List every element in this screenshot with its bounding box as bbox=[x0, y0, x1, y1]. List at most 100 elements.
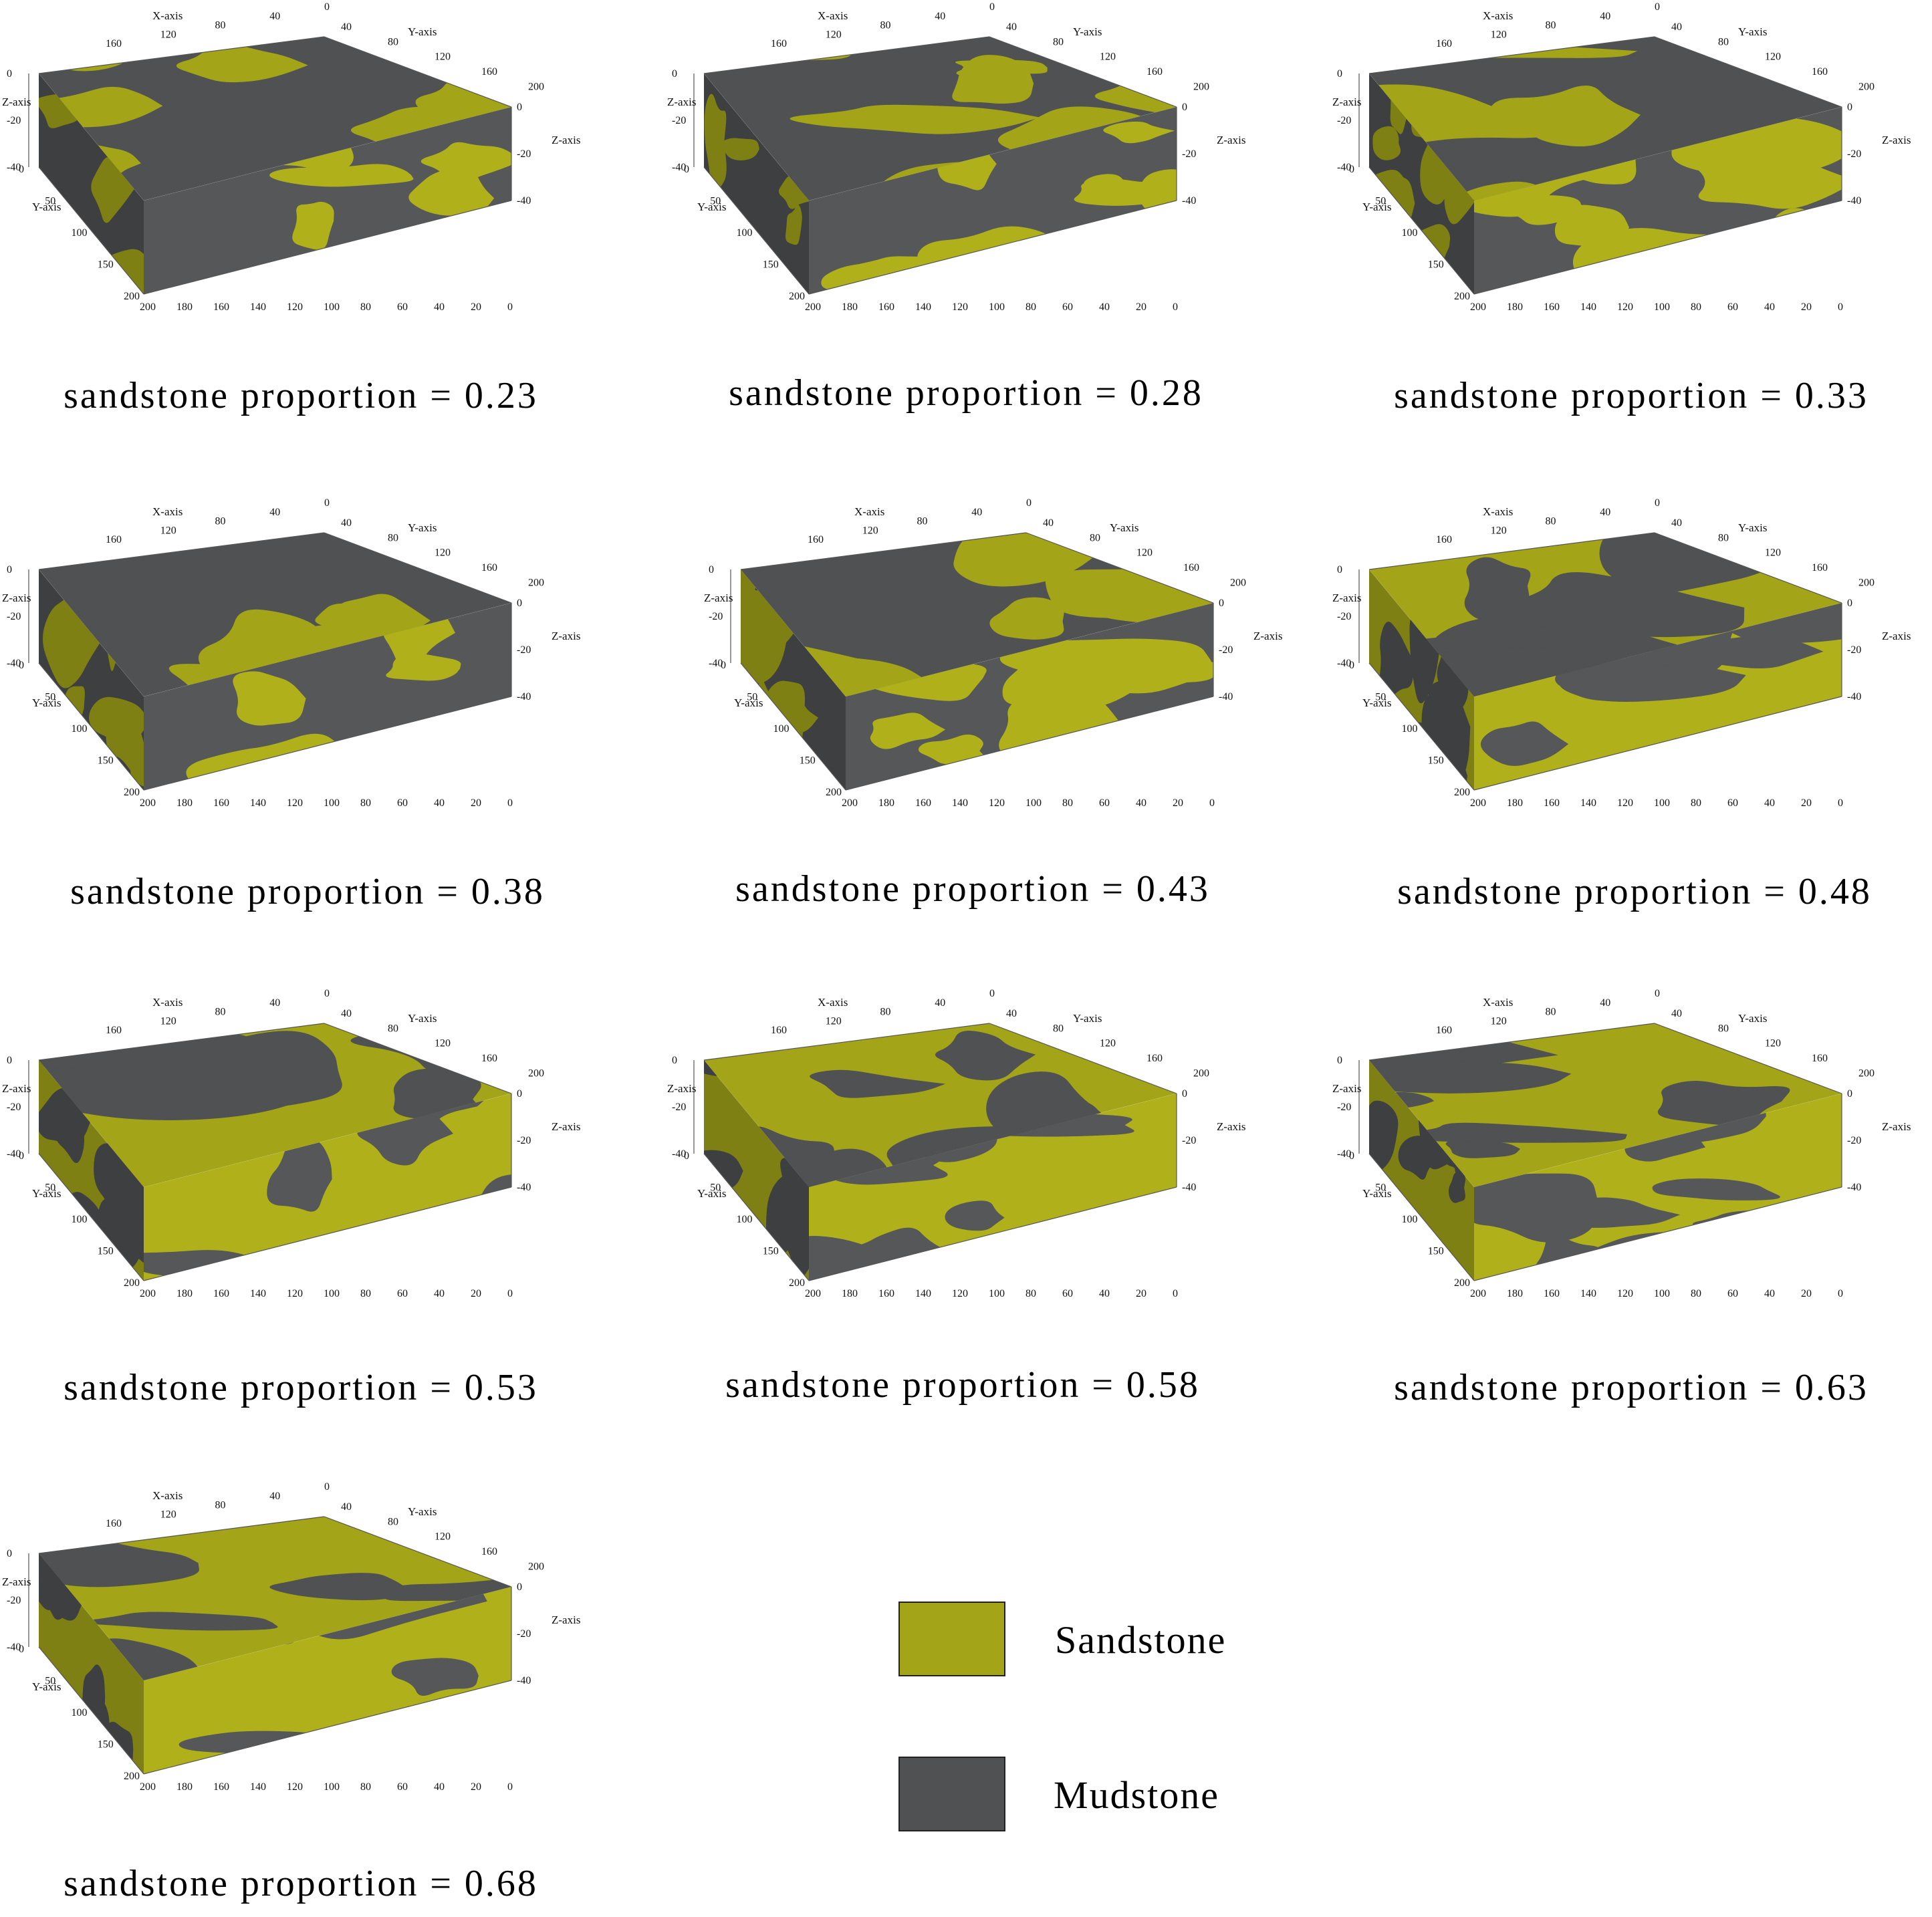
z-tick-label: 0 bbox=[1182, 1088, 1187, 1100]
caption-6: sandstone proportion = 0.53 bbox=[64, 1367, 538, 1408]
top-x-tick-label: 160 bbox=[771, 38, 787, 49]
x-tick-label: 80 bbox=[1025, 301, 1036, 313]
x-tick-label: 0 bbox=[507, 1781, 513, 1793]
x-tick-label: 100 bbox=[1654, 301, 1670, 313]
top-y-tick-label: 40 bbox=[341, 1008, 352, 1019]
x-tick-label: 120 bbox=[287, 1288, 303, 1299]
y-tick-label: 0 bbox=[19, 1644, 24, 1655]
top-x-tick-label: 80 bbox=[215, 20, 226, 31]
z-tick-label: -20 bbox=[517, 644, 531, 656]
z-axis-label-right: Z-axis bbox=[552, 1120, 580, 1133]
top-y-tick-label: 200 bbox=[1193, 1067, 1209, 1079]
y-tick-label: 0 bbox=[19, 1150, 24, 1162]
y-axis-label-left: Y-axis bbox=[1362, 696, 1391, 709]
x-tick-label: 120 bbox=[1617, 1288, 1633, 1299]
z-tick-label: 0 bbox=[517, 1581, 522, 1593]
x-tick-label: 20 bbox=[1136, 301, 1146, 313]
top-x-tick-label: 80 bbox=[917, 516, 928, 527]
y-tick-label: 100 bbox=[773, 723, 790, 735]
x-tick-label: 0 bbox=[1173, 1288, 1178, 1299]
top-y-tick-label: 80 bbox=[1090, 532, 1100, 543]
z-tick-label-left: -20 bbox=[7, 1102, 21, 1113]
top-y-tick-label: 80 bbox=[388, 532, 398, 543]
x-tick-label: 180 bbox=[176, 1781, 193, 1793]
z-tick-label-left: -20 bbox=[1337, 611, 1351, 622]
z-tick-label: -40 bbox=[1847, 691, 1861, 702]
z-tick-label-left: 0 bbox=[7, 68, 12, 80]
x-tick-label: 20 bbox=[471, 1781, 481, 1793]
y-tick-label: 150 bbox=[800, 755, 816, 767]
top-y-tick-label: 80 bbox=[1053, 36, 1064, 47]
caption-8: sandstone proportion = 0.63 bbox=[1394, 1367, 1868, 1408]
y-tick-label: 50 bbox=[45, 692, 55, 703]
x-tick-label: 100 bbox=[989, 301, 1005, 313]
top-x-tick-label: 160 bbox=[106, 1518, 122, 1529]
top-y-tick-label: 120 bbox=[435, 547, 451, 559]
top-y-tick-label: 120 bbox=[435, 51, 451, 63]
top-x-tick-label: 120 bbox=[1491, 1015, 1507, 1027]
x-tick-label: 120 bbox=[287, 1781, 303, 1793]
x-tick-label: 180 bbox=[176, 1288, 193, 1299]
top-y-tick-label: 40 bbox=[341, 1501, 352, 1513]
legend-mudstone-label: Mudstone bbox=[1054, 1773, 1219, 1817]
y-axis-label-left: Y-axis bbox=[697, 201, 726, 213]
top-y-tick-label: 160 bbox=[1812, 562, 1828, 573]
top-y-tick-label: 160 bbox=[481, 1053, 497, 1064]
x-tick-label: 140 bbox=[952, 797, 968, 809]
y-tick-label: 100 bbox=[737, 1214, 753, 1225]
panel-2: 200 180 160 140 120 100 80 60 40 20 0 0 50 100 150 200 0… bbox=[1330, 0, 1932, 374]
cube-6: 200 180 160 140 120 100 80 60 40 20 00501001502000… bbox=[2, 988, 580, 1299]
panel-7: 200 180 160 140 120 100 80 60 40 20 0 0 50 100 150 200 0… bbox=[665, 987, 1267, 1361]
z-tick-label-left: -40 bbox=[7, 658, 21, 669]
x-tick-label: 80 bbox=[1691, 797, 1701, 809]
caption-1: sandstone proportion = 0.28 bbox=[729, 372, 1203, 414]
top-x-tick-label: 120 bbox=[1491, 29, 1507, 40]
z-tick-label: -40 bbox=[1847, 195, 1861, 207]
x-tick-label: 20 bbox=[471, 301, 481, 313]
z-axis-label-left: Z-axis bbox=[2, 96, 31, 108]
x-tick-label: 100 bbox=[989, 1288, 1005, 1299]
top-x-tick-label: 160 bbox=[106, 38, 122, 49]
y-tick-label: 50 bbox=[1375, 1182, 1386, 1194]
z-tick-label-left: -20 bbox=[1337, 1102, 1351, 1113]
top-x-tick-label: 160 bbox=[106, 534, 122, 545]
y-axis-label-left: Y-axis bbox=[32, 201, 61, 213]
z-axis-label-right: Z-axis bbox=[1217, 134, 1245, 146]
top-y-tick-label: 160 bbox=[481, 66, 497, 78]
x-tick-label: 20 bbox=[1173, 797, 1183, 809]
top-x-tick-label: 0 bbox=[324, 1481, 330, 1493]
x-tick-label: 200 bbox=[140, 301, 156, 313]
top-y-tick-label: 200 bbox=[528, 1561, 544, 1572]
x-tick-label: 120 bbox=[1617, 797, 1633, 809]
z-tick-label-left: 0 bbox=[7, 1055, 12, 1066]
x-tick-label: 0 bbox=[1838, 797, 1843, 809]
cube-axes bbox=[28, 532, 512, 791]
x-tick-label: 40 bbox=[1099, 1288, 1110, 1299]
y-axis-label-left: Y-axis bbox=[32, 1680, 61, 1693]
top-x-tick-label: 40 bbox=[269, 997, 280, 1009]
x-tick-label: 140 bbox=[250, 1288, 266, 1299]
x-tick-label: 20 bbox=[471, 797, 481, 809]
legend-sandstone-swatch bbox=[898, 1602, 1005, 1676]
x-tick-label: 200 bbox=[140, 1781, 156, 1793]
top-y-tick-label: 80 bbox=[1053, 1023, 1064, 1034]
x-tick-label: 160 bbox=[213, 797, 229, 809]
cube-axes bbox=[1358, 532, 1842, 791]
x-tick-label: 0 bbox=[1838, 1288, 1843, 1299]
top-x-tick-label: 0 bbox=[989, 1, 995, 13]
panel-9: 200 180 160 140 120 100 80 60 40 20 0 0 50 100 150 200 0… bbox=[0, 1480, 602, 1854]
y-axis-label-top: Y-axis bbox=[1073, 25, 1102, 38]
x-tick-label: 40 bbox=[1099, 301, 1110, 313]
y-tick-label: 50 bbox=[1375, 196, 1386, 207]
z-axis-label-left: Z-axis bbox=[2, 1575, 31, 1588]
top-y-tick-label: 80 bbox=[1718, 532, 1729, 543]
x-tick-label: 0 bbox=[507, 1288, 513, 1299]
top-x-tick-label: 80 bbox=[1546, 20, 1556, 31]
y-tick-label: 150 bbox=[98, 755, 114, 767]
x-tick-label: 100 bbox=[1654, 797, 1670, 809]
x-tick-label: 160 bbox=[1544, 1288, 1560, 1299]
top-y-tick-label: 200 bbox=[1193, 81, 1209, 92]
x-tick-label: 80 bbox=[1691, 1288, 1701, 1299]
y-tick-label: 50 bbox=[45, 1676, 55, 1687]
x-tick-label: 160 bbox=[878, 301, 894, 313]
